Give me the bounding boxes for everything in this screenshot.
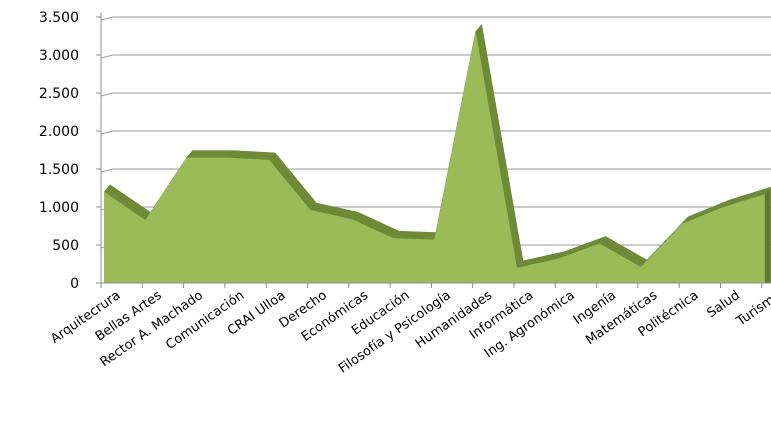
data-point: [516, 266, 519, 269]
area-front-face: [104, 31, 765, 283]
y-tick-label: 0: [70, 276, 79, 292]
y-tick-label: 1.000: [39, 200, 79, 216]
data-point: [722, 206, 725, 209]
data-point: [226, 156, 229, 159]
area-ridge-segment: [186, 150, 235, 158]
data-point: [763, 193, 766, 196]
gridline-joint: [100, 130, 114, 135]
gridline-joint: [100, 168, 114, 173]
y-tick-label: 500: [52, 238, 79, 254]
axes: [96, 13, 771, 288]
x-tick-label: Turismo: [733, 288, 771, 330]
gridline-joint: [100, 92, 114, 97]
data-point: [433, 238, 436, 241]
area-ridge-segment: [392, 230, 441, 240]
y-tick-label: 3.000: [39, 48, 79, 64]
data-point: [557, 257, 560, 260]
area-series: [103, 23, 771, 283]
data-point: [309, 209, 312, 212]
data-point: [268, 158, 271, 161]
gridline-joint: [100, 54, 114, 59]
x-tick-label: Arquitecrura: [48, 288, 123, 347]
y-tick-label: 3.500: [39, 10, 79, 26]
data-point: [474, 30, 477, 33]
y-axis-tick-labels: 0 500 1.000 1.500 2.000 2.500 3.000 3.500: [39, 10, 79, 292]
data-point: [350, 218, 353, 221]
gridline-joint: [100, 16, 114, 21]
data-point: [103, 190, 106, 193]
data-point: [639, 266, 642, 269]
data-point: [598, 242, 601, 245]
data-point: [681, 222, 684, 225]
y-tick-label: 1.500: [39, 162, 79, 178]
data-point: [392, 237, 395, 240]
data-point: [185, 156, 188, 159]
y-tick-label: 2.000: [39, 124, 79, 140]
data-point: [144, 218, 147, 221]
y-tick-label: 2.500: [39, 86, 79, 102]
